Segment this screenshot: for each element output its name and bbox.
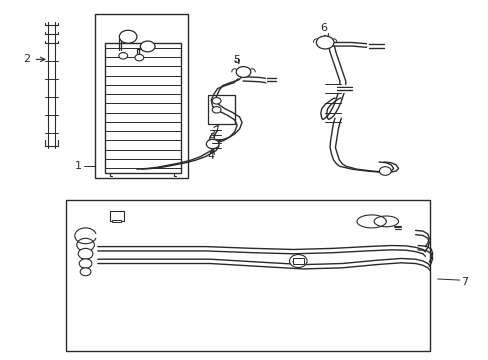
Text: 6: 6 — [320, 23, 328, 39]
Circle shape — [135, 54, 143, 61]
Circle shape — [206, 139, 219, 149]
Text: 2: 2 — [23, 54, 45, 64]
Circle shape — [212, 107, 221, 113]
Circle shape — [212, 98, 221, 104]
Circle shape — [77, 238, 94, 251]
Text: 7: 7 — [460, 276, 467, 287]
Text: 3: 3 — [207, 125, 219, 140]
Bar — [105, 43, 181, 173]
Bar — [95, 14, 188, 178]
Circle shape — [78, 248, 93, 259]
Text: 1: 1 — [75, 161, 81, 171]
Circle shape — [80, 268, 91, 276]
Circle shape — [379, 167, 390, 175]
Bar — [66, 200, 429, 351]
Bar — [293, 258, 304, 264]
Circle shape — [119, 53, 127, 59]
Circle shape — [119, 30, 137, 43]
Circle shape — [316, 36, 333, 49]
Text: 5: 5 — [233, 55, 240, 65]
Circle shape — [289, 255, 306, 267]
Text: 4: 4 — [207, 148, 214, 161]
Bar — [110, 211, 123, 221]
Bar — [112, 220, 121, 222]
Circle shape — [140, 41, 155, 52]
Bar — [207, 95, 234, 124]
Circle shape — [236, 67, 250, 77]
Circle shape — [79, 259, 92, 268]
